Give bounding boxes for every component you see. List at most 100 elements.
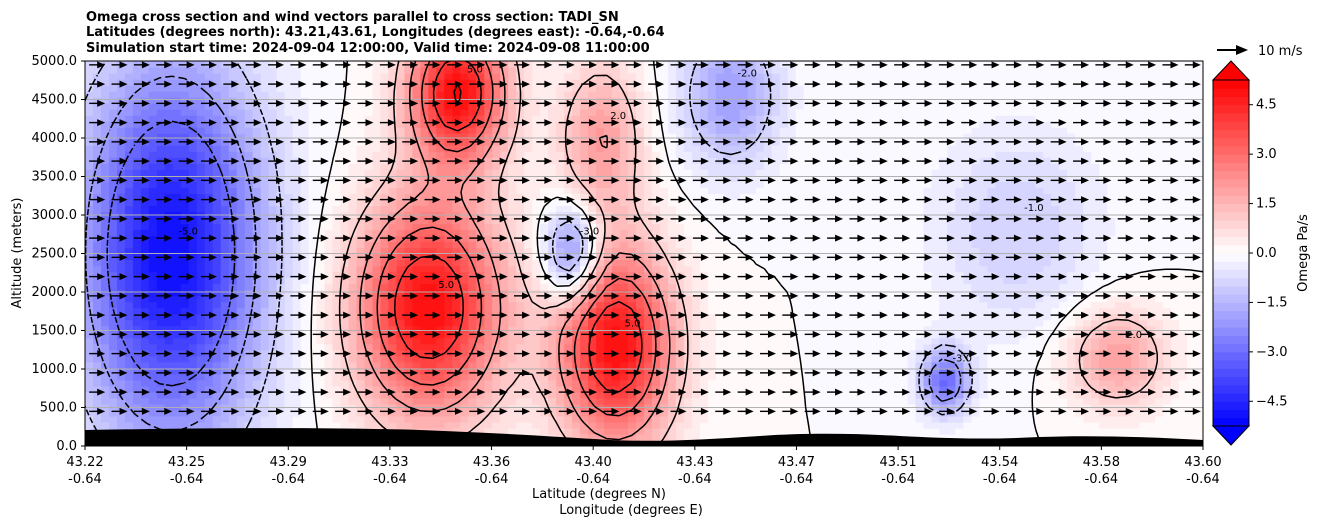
field-cell [691,199,701,206]
field-cell [428,163,437,170]
field-cell [284,97,294,104]
field-cell [388,337,398,345]
field-cell [612,433,621,441]
field-cell [404,379,414,387]
field-cell [699,415,709,423]
field-cell [492,325,501,333]
field-cell [628,289,637,297]
field-cell [460,169,469,176]
field-cell [308,259,318,267]
field-cell [651,283,661,291]
field-cell [332,109,342,116]
field-cell [124,127,134,134]
field-cell [300,229,310,237]
field-cell [404,397,414,405]
field-cell [244,391,254,399]
field-cell [140,193,150,200]
field-cell [420,313,429,321]
field-cell [540,265,549,273]
field-cell [508,259,517,267]
field-cell [228,103,238,110]
field-cell [396,139,406,146]
field-cell [556,265,565,273]
field-cell [564,229,573,237]
field-cell [388,205,398,212]
field-cell [612,193,621,200]
field-cell [691,343,701,351]
field-cell [268,247,278,255]
field-cell [396,421,406,429]
field-cell [604,265,613,273]
field-cell [564,127,573,134]
field-cell [675,307,685,315]
field-cell [460,259,469,267]
field-cell [172,367,182,375]
field-cell [268,319,278,327]
field-cell [556,91,565,98]
field-cell [476,421,485,429]
field-cell [156,283,166,291]
field-cell [260,313,270,321]
field-cell [204,343,214,351]
field-cell [596,175,605,182]
field-cell [524,97,533,104]
field-cell [148,229,158,237]
field-cell [484,373,493,381]
field-cell [524,181,533,188]
field-cell [300,103,310,110]
field-cell [675,421,685,429]
field-cell [388,127,398,134]
field-cell [548,325,557,333]
field-cell [268,115,278,122]
field-cell [324,373,334,381]
field-cell [236,109,246,116]
field-cell [396,349,406,357]
field-cell [540,415,549,423]
field-cell [644,343,653,351]
field-cell [436,205,445,212]
field-cell [691,325,701,333]
field-cell [412,271,421,279]
field-cell [292,421,302,429]
field-cell [548,67,557,74]
field-cell [85,259,94,267]
field-cell [420,409,429,417]
field-cell [612,313,621,321]
field-cell [100,91,110,98]
field-cell [428,127,437,134]
field-cell [372,97,382,104]
field-cell [172,163,182,170]
field-cell [659,175,669,182]
field-cell [388,307,398,315]
field-cell [691,187,701,194]
field-cell [548,121,557,128]
field-cell [620,415,629,423]
field-cell [596,241,605,249]
field-cell [156,109,166,116]
field-cell [484,427,493,435]
field-cell [92,223,102,231]
field-cell [524,79,533,86]
field-cell [444,121,453,128]
field-cell [308,295,318,303]
field-cell [532,151,541,158]
field-cell [580,283,589,291]
field-cell [124,361,134,369]
field-cell [404,175,414,182]
field-cell [340,361,350,369]
field-cell [580,397,589,405]
field-cell [388,319,398,327]
field-cell [220,205,230,212]
field-cell [659,73,669,80]
field-cell [604,397,613,405]
field-cell [620,295,629,303]
field-cell [699,241,709,249]
field-cell [372,289,382,297]
field-cell [236,421,246,429]
field-cell [516,385,525,393]
field-cell [500,277,509,285]
field-cell [236,235,246,243]
field-cell [572,151,581,158]
field-cell [420,391,429,399]
field-cell [548,217,557,225]
